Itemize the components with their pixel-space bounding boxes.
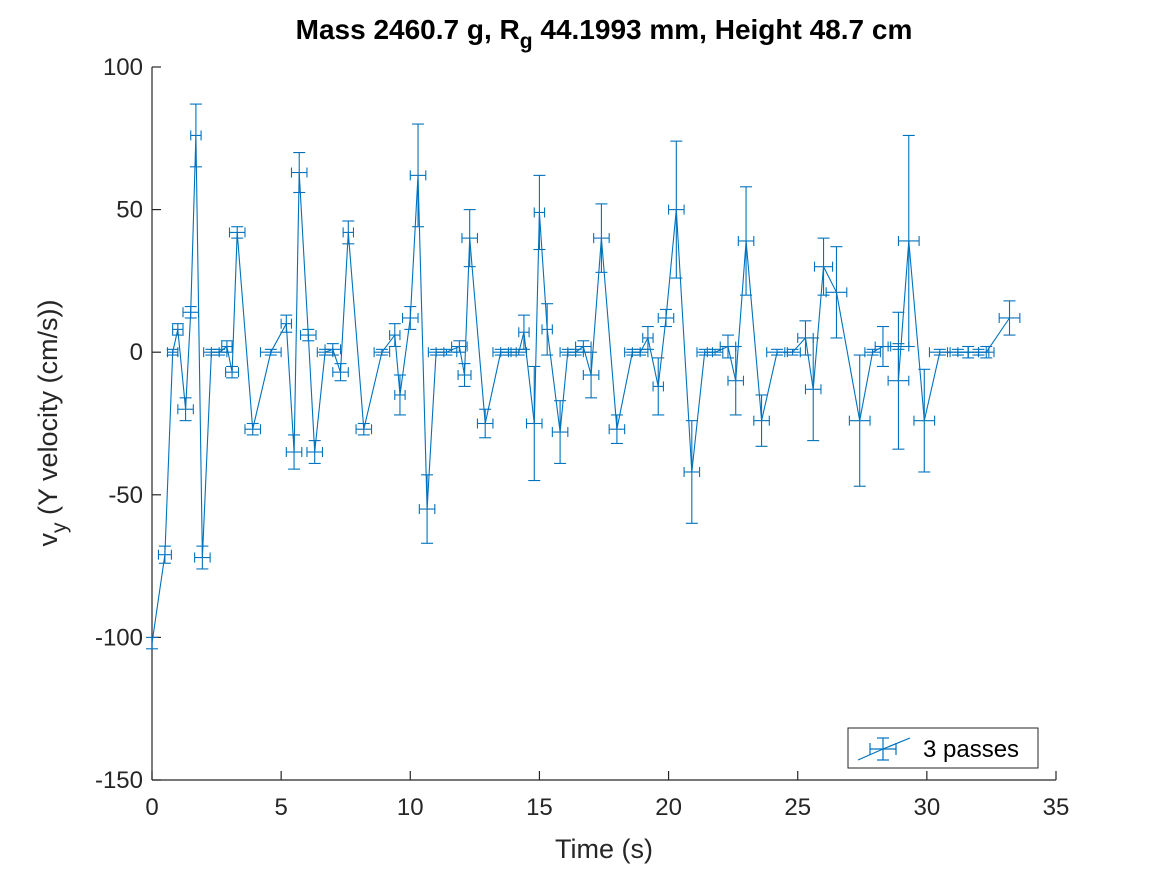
chart-title-prefix: Mass 2460.7 g, R: [296, 14, 520, 45]
y-axis-label-suffix: (Y velocity (cm/s)): [33, 299, 63, 522]
data-point-errorbar: [887, 311, 910, 450]
data-point-errorbar: [220, 340, 233, 353]
data-point-errorbar: [641, 325, 654, 350]
data-point-errorbar: [476, 408, 494, 439]
data-point-errorbar: [998, 300, 1021, 336]
data-point-errorbar: [290, 152, 308, 194]
data-point-errorbar: [182, 306, 200, 319]
chart-title-subscript: g: [520, 30, 533, 53]
data-point-errorbar: [393, 374, 406, 416]
data-point-errorbar: [668, 140, 685, 279]
data-point-errorbar: [306, 440, 324, 464]
y-tick-label: -100: [95, 624, 143, 651]
data-point-errorbar: [324, 343, 342, 356]
x-tick-label: 30: [914, 794, 941, 821]
data-point-errorbar: [706, 347, 724, 358]
data-point-errorbar: [451, 340, 468, 353]
data-point-errorbar: [388, 323, 401, 348]
data-point-errorbar: [848, 354, 871, 487]
data-point-errorbar: [461, 209, 478, 268]
data-point-errorbar: [683, 420, 701, 524]
data-point-errorbar: [259, 347, 282, 358]
y-tick-label: 50: [116, 197, 143, 224]
legend-box: [847, 727, 1039, 769]
y-tick-label: -150: [95, 767, 143, 794]
data-point-errorbar: [977, 345, 995, 359]
data-point-errorbar: [541, 303, 554, 356]
y-axis-label-prefix: v: [33, 533, 63, 547]
data-point-errorbar: [342, 220, 355, 245]
chart-title: Mass 2460.7 g, Rg 44.1993 mm, Height 48.…: [296, 14, 913, 53]
y-tick-label: -50: [108, 482, 143, 509]
data-point-errorbar: [575, 340, 592, 353]
x-tick-label: 20: [655, 794, 682, 821]
data-point-errorbar: [280, 314, 293, 333]
data-point-errorbar: [244, 422, 262, 436]
data-point-errorbar: [652, 357, 665, 416]
data-point-errorbar: [194, 545, 211, 570]
data-point-errorbar: [409, 123, 427, 228]
legend: 3 passes: [847, 727, 1039, 769]
x-tick-label: 15: [526, 794, 553, 821]
data-point-errorbar: [582, 351, 600, 399]
data-point-errorbar: [517, 314, 530, 350]
data-point-errorbar: [355, 422, 373, 436]
x-tick-label: 25: [784, 794, 811, 821]
y-ticks: -150 -100 -50 0 50 100: [95, 54, 161, 794]
x-axis-label: Time (s): [555, 834, 653, 864]
data-point-errorbar: [727, 345, 745, 416]
data-point-errorbar: [373, 347, 391, 358]
data-point-errorbar: [225, 365, 240, 379]
data-point-errorbar: [753, 394, 770, 447]
data-point-errorbar: [418, 474, 436, 544]
data-point-errorbar: [593, 203, 610, 273]
data-point-errorbar: [608, 414, 626, 445]
data-point-errorbar: [804, 337, 822, 442]
plot-area: [146, 103, 1021, 650]
data-point-errorbar: [551, 400, 569, 464]
data-point-errorbar: [401, 306, 419, 330]
data-point-errorbar: [299, 328, 317, 342]
data-point-errorbar: [737, 186, 755, 296]
data-point-errorbar: [657, 308, 675, 328]
data-point-errorbar: [228, 226, 246, 239]
data-point-errorbar: [825, 246, 848, 339]
legend-marker-icon: [857, 737, 911, 761]
x-tick-label: 5: [274, 794, 287, 821]
x-tick-label: 35: [1043, 794, 1070, 821]
y-axis-label: vy (Y velocity (cm/s)): [33, 299, 71, 546]
data-point-errorbar: [189, 103, 202, 168]
data-point-errorbar: [457, 363, 472, 387]
legend-label: 3 passes: [923, 736, 1019, 763]
data-point-errorbar: [177, 397, 194, 422]
data-point-errorbar: [533, 174, 546, 251]
data-point-errorbar: [813, 237, 834, 296]
y-tick-label: 100: [103, 54, 143, 81]
x-ticks: 0 5 10 15 20 25 30 35: [145, 771, 1069, 821]
axes: 0 5 10 15 20 25 30 35 -150 -100 -50 0 50 100: [95, 54, 1069, 821]
series-line: [151, 135, 1010, 644]
data-point-errorbar: [332, 363, 349, 382]
data-point-errorbar: [166, 347, 179, 358]
data-point-errorbar: [525, 365, 543, 482]
data-point-errorbar: [146, 636, 158, 650]
data-point-errorbar: [864, 347, 881, 358]
y-axis-label-subscript: y: [48, 522, 71, 533]
chart-title-suffix: 44.1993 mm, Height 48.7 cm: [533, 14, 913, 45]
x-tick-label: 10: [397, 794, 424, 821]
data-point-errorbar: [285, 434, 303, 470]
data-point-errorbar: [157, 545, 172, 564]
y-tick-label: 0: [130, 339, 143, 366]
x-tick-label: 0: [145, 794, 158, 821]
data-point-errorbar: [913, 368, 936, 473]
data-point-errorbar: [171, 323, 184, 336]
data-point-errorbar: [897, 134, 920, 348]
